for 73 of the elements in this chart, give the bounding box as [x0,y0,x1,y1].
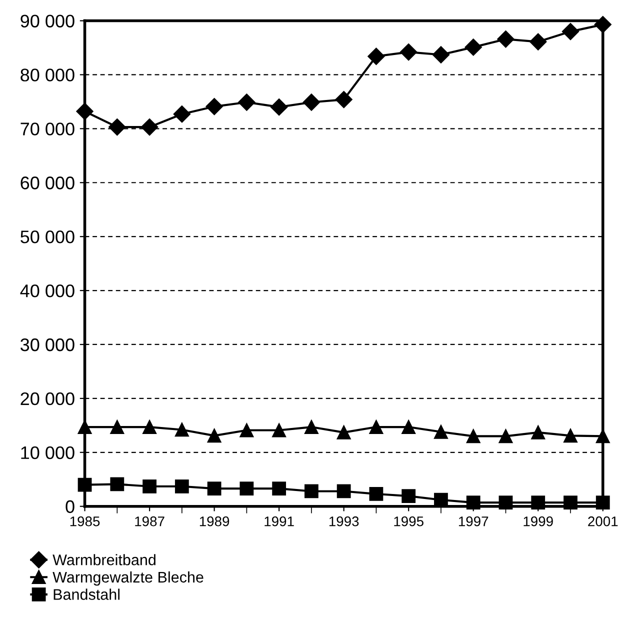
y-tick-label: 0 [66,500,74,514]
point [400,44,418,61]
point [272,423,286,438]
point [434,424,448,439]
point [302,94,320,111]
point [434,492,448,507]
point [368,48,385,65]
y-tick-label: 90 000 [20,14,74,28]
point [432,46,450,64]
point [498,496,513,510]
x-tick-label: 1999 [524,516,553,526]
point [594,16,612,34]
point [174,479,189,494]
point [270,98,288,116]
point [238,94,256,111]
y-tick-label: 70 000 [20,122,74,136]
point [240,482,254,496]
x-tick-label: 1995 [394,516,424,526]
point [336,425,351,440]
point [596,496,610,510]
point [272,482,286,496]
point [78,478,92,492]
point [142,420,156,434]
point [207,428,222,443]
point [304,420,318,434]
point [304,484,318,498]
point [497,30,514,48]
point [76,102,94,120]
point [206,98,223,116]
point [596,429,610,444]
point [78,420,92,434]
point [174,422,189,437]
y-tick-label: 20 000 [20,392,74,406]
y-tick-label: 80 000 [20,68,74,82]
y-tick-label: 30 000 [20,338,74,352]
point [336,484,351,498]
x-tick-label: 1989 [200,516,230,526]
point [335,90,352,108]
x-tick-label: 1991 [264,516,294,526]
y-tick-label: 40 000 [20,284,74,298]
x-tick-label: 1993 [329,516,359,526]
point [564,428,578,443]
point [402,420,416,434]
point [531,425,546,440]
y-tick-label: 50 000 [20,230,74,244]
point [531,496,546,510]
point [142,479,156,494]
point [530,33,547,50]
point [110,420,124,434]
point [108,118,126,136]
point [240,423,254,438]
y-tick-label: 10 000 [21,446,74,460]
point [466,496,480,510]
point [173,106,190,123]
legend-label: Warmgewalzte Bleche [52,571,204,586]
point [140,118,158,136]
point [466,429,480,444]
x-tick-label: 2001 [588,516,618,526]
point [562,22,580,40]
point [110,477,124,492]
x-tick-label: 1987 [135,516,164,526]
x-tick-label: 1985 [70,516,100,526]
point [498,429,513,444]
point [207,482,222,496]
y-tick-label: 60 000 [20,176,74,190]
point [369,486,384,501]
x-tick-label: 1997 [458,516,488,526]
legend-label: Bandstahl [54,588,120,600]
point [564,496,578,510]
point [402,489,416,504]
point [369,420,384,434]
legend-label: Warmbreitband [52,554,156,566]
point [464,38,482,56]
